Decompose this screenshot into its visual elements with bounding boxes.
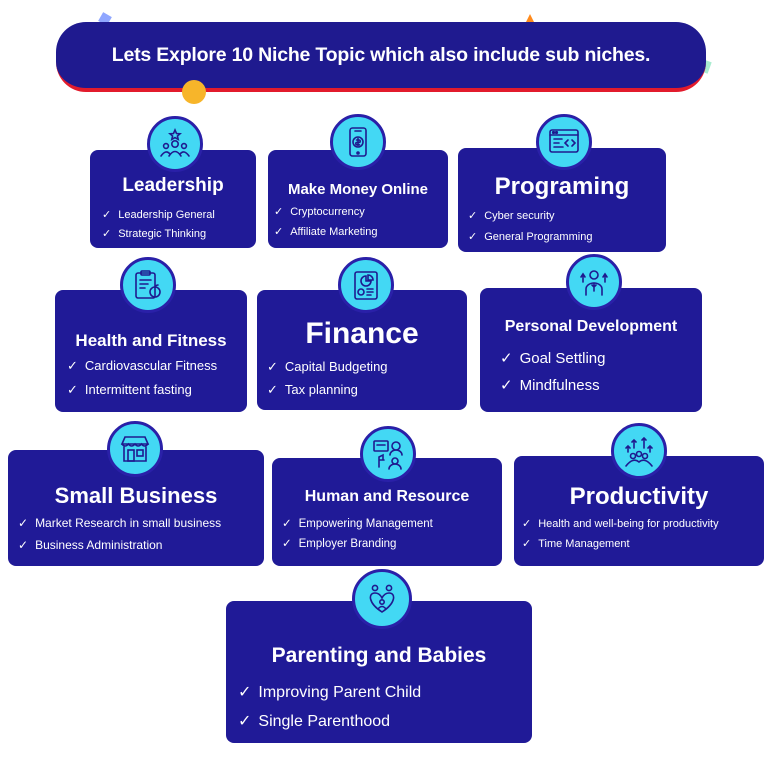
topic-title: Make Money Online [287, 181, 429, 198]
code-window-icon [536, 114, 592, 170]
topic-card-make-money-online: Make Money Online ✓ Cryptocurrency ✓ Affil… [268, 150, 448, 248]
accent-dot [182, 80, 206, 104]
hr-people-icon [360, 426, 416, 482]
topic-card-leadership: Leadership ✓ Leadership General ✓ Strategi… [90, 150, 256, 248]
title-banner: Lets Explore 10 Niche Topic which also i… [56, 22, 706, 92]
topic-card-programing: Programing ✓ Cyber security ✓ General Prog… [458, 148, 666, 252]
topic-title: Human and Resource [304, 488, 470, 505]
topic-title: Programing [494, 173, 630, 200]
check-icon: ✓ [274, 226, 284, 238]
topic-card-productivity: Productivity ✓ Health and well-being for … [514, 456, 764, 566]
topic-title: Finance [305, 317, 419, 350]
check-icon: ✓ [468, 231, 478, 243]
check-icon: ✓ [102, 228, 112, 240]
leader-group-icon [147, 116, 203, 172]
family-heart-icon [352, 569, 412, 629]
check-icon: ✓ [500, 350, 513, 367]
topic-card-personal-development: Personal Development ✓ Goal Settling ✓ Min… [480, 288, 702, 412]
clipboard-apple-icon [120, 257, 176, 313]
topic-item: ✓ Single Parenthood [238, 713, 391, 730]
topic-item: ✓ Tax planning [267, 382, 358, 397]
check-icon: ✓ [102, 209, 112, 221]
topic-item: ✓ Intermittent fasting [67, 382, 192, 397]
topic-item: ✓ Time Management [522, 538, 630, 550]
topic-item: ✓ Leadership General [102, 209, 215, 221]
check-icon: ✓ [67, 358, 78, 373]
topic-title: Leadership [122, 175, 224, 196]
check-icon: ✓ [282, 538, 292, 550]
topic-item: ✓ Strategic Thinking [102, 228, 207, 240]
check-icon: ✓ [522, 518, 532, 530]
check-icon: ✓ [18, 516, 29, 530]
topic-title: Productivity [569, 483, 709, 510]
topic-item: ✓ Goal Settling [500, 350, 606, 367]
banner-title: Lets Explore 10 Niche Topic which also i… [111, 43, 651, 66]
topic-item: ✓ Employer Branding [282, 538, 397, 550]
check-icon: ✓ [274, 206, 284, 218]
topic-item: ✓ Mindfulness [500, 377, 600, 394]
topic-item: ✓ Health and well-being for productivity [522, 518, 719, 530]
check-icon: ✓ [238, 713, 252, 730]
phone-money-icon [330, 114, 386, 170]
team-growth-icon [611, 423, 667, 479]
topic-item: ✓ Cryptocurrency [274, 206, 365, 218]
topic-item: ✓ Improving Parent Child [238, 684, 422, 701]
topic-item: ✓ Cyber security [468, 210, 555, 222]
check-icon: ✓ [267, 359, 278, 374]
check-icon: ✓ [18, 538, 29, 552]
topic-item: ✓ Cardiovascular Fitness [67, 358, 218, 373]
finance-report-icon [338, 257, 394, 313]
topic-title: Parenting and Babies [271, 644, 487, 667]
storefront-icon [107, 421, 163, 477]
topic-item: ✓ Business Administration [18, 538, 163, 552]
topic-item: ✓ Capital Budgeting [267, 359, 388, 374]
check-icon: ✓ [468, 210, 478, 222]
check-icon: ✓ [500, 377, 513, 394]
check-icon: ✓ [267, 382, 278, 397]
topic-title: Small Business [54, 483, 218, 508]
topic-item: ✓ Market Research in small business [18, 516, 222, 530]
check-icon: ✓ [282, 518, 292, 530]
check-icon: ✓ [522, 538, 532, 550]
topic-title: Health and Fitness [75, 331, 227, 350]
topic-title: Personal Development [504, 318, 678, 335]
topic-item: ✓ General Programming [468, 231, 593, 243]
topic-item: ✓ Empowering Management [282, 518, 433, 530]
check-icon: ✓ [238, 684, 252, 701]
check-icon: ✓ [67, 382, 78, 397]
person-growth-icon [566, 254, 622, 310]
topic-item: ✓ Affiliate Marketing [274, 226, 378, 238]
